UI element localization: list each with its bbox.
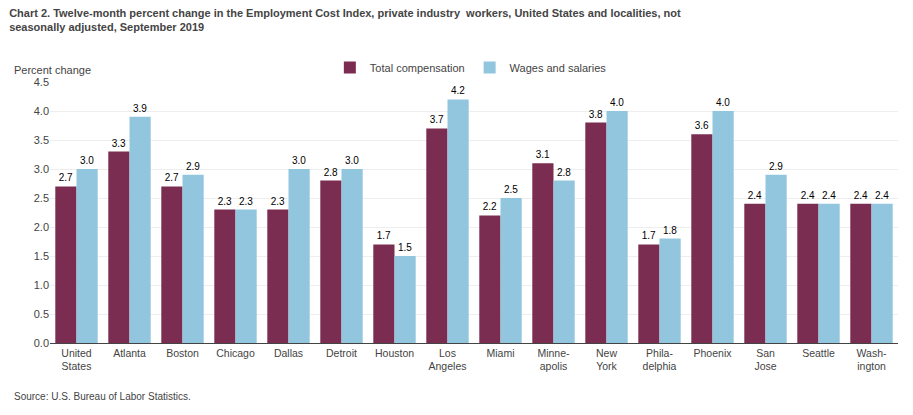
- svg-text:2.3: 2.3: [271, 196, 285, 207]
- svg-text:2.8: 2.8: [324, 167, 338, 178]
- svg-text:1.8: 1.8: [663, 225, 677, 236]
- svg-text:3.0: 3.0: [34, 163, 49, 175]
- svg-text:3.8: 3.8: [589, 109, 603, 120]
- svg-text:Detroit: Detroit: [326, 347, 357, 359]
- svg-text:2.8: 2.8: [557, 167, 571, 178]
- svg-text:Seattle: Seattle: [802, 347, 835, 359]
- svg-text:1.7: 1.7: [377, 230, 391, 241]
- svg-text:2.4: 2.4: [822, 190, 836, 201]
- svg-text:3.7: 3.7: [430, 114, 444, 125]
- svg-text:2.4: 2.4: [801, 190, 815, 201]
- svg-text:Phoenix: Phoenix: [694, 347, 733, 359]
- svg-text:4.5: 4.5: [34, 76, 49, 88]
- svg-text:3.3: 3.3: [112, 138, 126, 149]
- svg-text:2.3: 2.3: [239, 196, 253, 207]
- svg-text:3.5: 3.5: [34, 134, 49, 146]
- svg-text:3.0: 3.0: [292, 155, 306, 166]
- svg-text:2.9: 2.9: [186, 161, 200, 172]
- svg-text:0.5: 0.5: [34, 308, 49, 320]
- svg-text:Minne-apolis: Minne-apolis: [537, 347, 570, 373]
- svg-text:4.0: 4.0: [716, 97, 730, 108]
- svg-text:1.5: 1.5: [398, 242, 412, 253]
- svg-text:2.4: 2.4: [854, 190, 868, 201]
- svg-text:LosAngeles: LosAngeles: [429, 347, 467, 373]
- svg-text:1.5: 1.5: [34, 250, 49, 262]
- svg-text:Boston: Boston: [166, 347, 199, 359]
- svg-text:1.0: 1.0: [34, 279, 49, 291]
- svg-text:4.0: 4.0: [34, 105, 49, 117]
- svg-text:3.0: 3.0: [345, 155, 359, 166]
- svg-text:3.1: 3.1: [536, 149, 550, 160]
- svg-text:Chicago: Chicago: [216, 347, 255, 359]
- svg-text:4.2: 4.2: [451, 85, 465, 96]
- svg-text:NewYork: NewYork: [596, 347, 618, 373]
- svg-text:1.7: 1.7: [642, 230, 656, 241]
- svg-text:Wages and salaries: Wages and salaries: [510, 62, 607, 74]
- svg-text:2.9: 2.9: [769, 161, 783, 172]
- svg-text:Wash-ington: Wash-ington: [857, 347, 887, 373]
- svg-text:2.4: 2.4: [748, 190, 762, 201]
- svg-text:UnitedStates: UnitedStates: [61, 347, 92, 373]
- svg-text:Dallas: Dallas: [274, 347, 303, 359]
- svg-text:3.9: 3.9: [133, 103, 147, 114]
- svg-text:0.0: 0.0: [34, 337, 49, 349]
- svg-text:Chart 2. Twelve-month percent: Chart 2. Twelve-month percent change in …: [9, 7, 681, 33]
- svg-text:Houston: Houston: [375, 347, 414, 359]
- svg-text:2.2: 2.2: [483, 201, 497, 212]
- svg-text:2.3: 2.3: [218, 196, 232, 207]
- svg-text:2.4: 2.4: [875, 190, 889, 201]
- svg-text:2.7: 2.7: [165, 172, 179, 183]
- svg-text:Miami: Miami: [487, 347, 515, 359]
- svg-text:3.6: 3.6: [695, 120, 709, 131]
- svg-text:4.0: 4.0: [610, 97, 624, 108]
- svg-text:2.5: 2.5: [34, 192, 49, 204]
- svg-text:Percent change: Percent change: [14, 64, 91, 76]
- svg-text:3.0: 3.0: [80, 155, 94, 166]
- svg-text:Atlanta: Atlanta: [113, 347, 146, 359]
- svg-text:SanJose: SanJose: [754, 347, 776, 373]
- svg-text:2.7: 2.7: [59, 172, 73, 183]
- svg-text:Source: U.S. Bureau of Labor S: Source: U.S. Bureau of Labor Statistics.: [14, 391, 191, 402]
- svg-text:2.5: 2.5: [504, 184, 518, 195]
- svg-text:2.0: 2.0: [34, 221, 49, 233]
- svg-text:Total compensation: Total compensation: [370, 62, 465, 74]
- svg-text:Phila-delphia: Phila-delphia: [643, 347, 677, 373]
